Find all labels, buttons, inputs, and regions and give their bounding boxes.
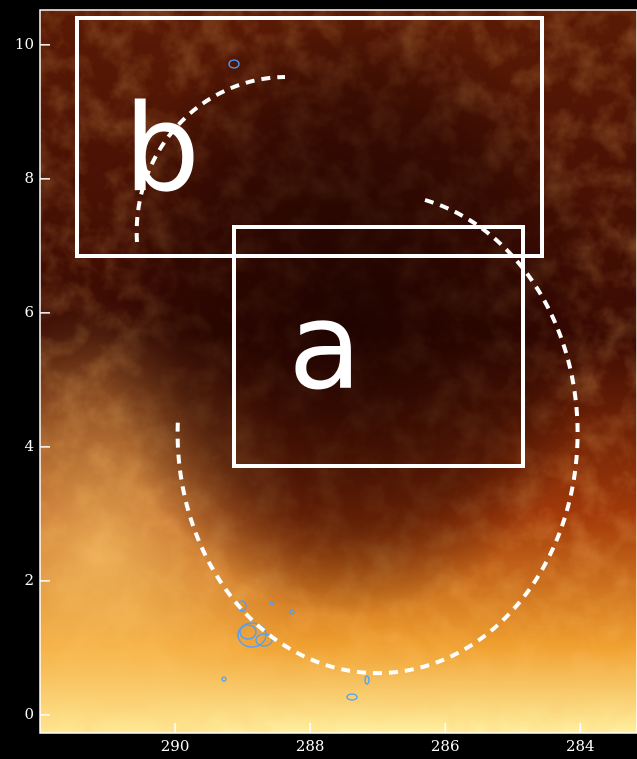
- y-tick-label: 8: [24, 169, 34, 187]
- y-tick-label: 10: [15, 35, 34, 53]
- y-tick-label: 0: [24, 705, 34, 723]
- chart: a b 290 288 286 284 0 2 4 6 8 10: [0, 0, 637, 759]
- x-tick-label: 284: [566, 737, 595, 755]
- x-tick-label: 288: [296, 737, 325, 755]
- x-tick-label: 286: [431, 737, 460, 755]
- annotation: b: [124, 80, 200, 219]
- annotation: a: [288, 278, 362, 417]
- y-tick-label: 6: [24, 303, 34, 321]
- y-tick-label: 2: [24, 571, 34, 589]
- x-tick-label: 290: [161, 737, 190, 755]
- y-tick-label: 4: [24, 437, 34, 455]
